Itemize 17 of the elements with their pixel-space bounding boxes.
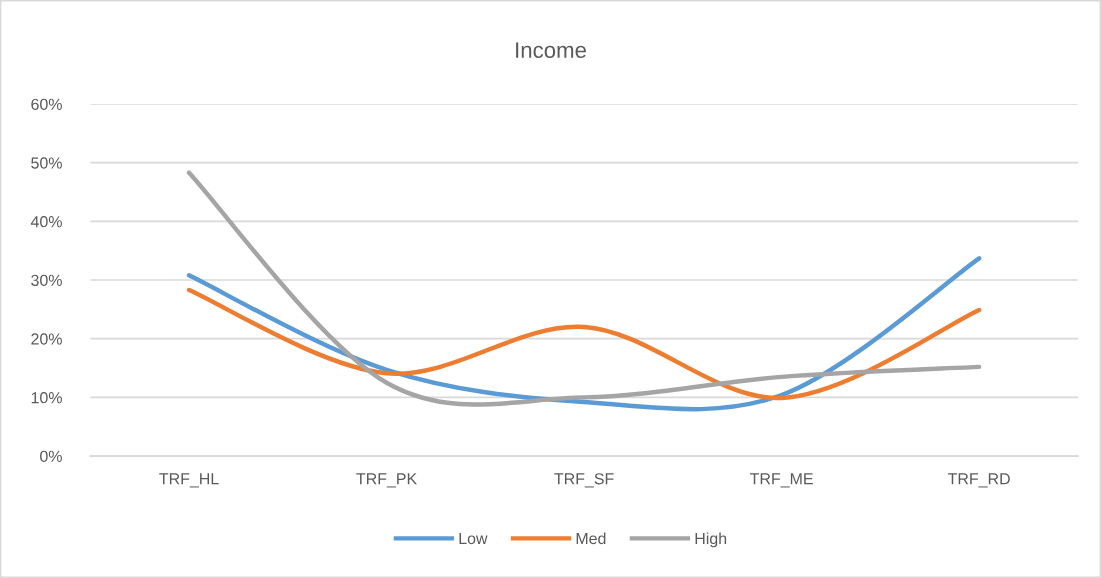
x-tick-label: TRF_RD — [947, 473, 1010, 488]
x-tick-label: TRF_PK — [356, 473, 417, 488]
line-series — [186, 287, 982, 401]
legend-label: High — [695, 532, 727, 548]
y-tick-label: 50% — [31, 157, 62, 169]
legend-label: Low — [459, 532, 488, 545]
y-tick-label: 30% — [31, 274, 62, 286]
x-tick-label: TRF_ME — [750, 473, 813, 488]
y-tick-label: 20% — [31, 333, 62, 345]
x-tick-label: TRF_HL — [159, 473, 219, 488]
chart-title: Income — [516, 42, 586, 58]
y-tick-label: 10% — [31, 392, 62, 404]
y-tick-label: 60% — [31, 98, 62, 110]
y-tick-label: 0% — [40, 450, 62, 462]
legend-label: Med — [576, 532, 606, 545]
x-tick-label: TRF_SF — [554, 473, 614, 488]
y-tick-label: 40% — [30, 216, 62, 228]
